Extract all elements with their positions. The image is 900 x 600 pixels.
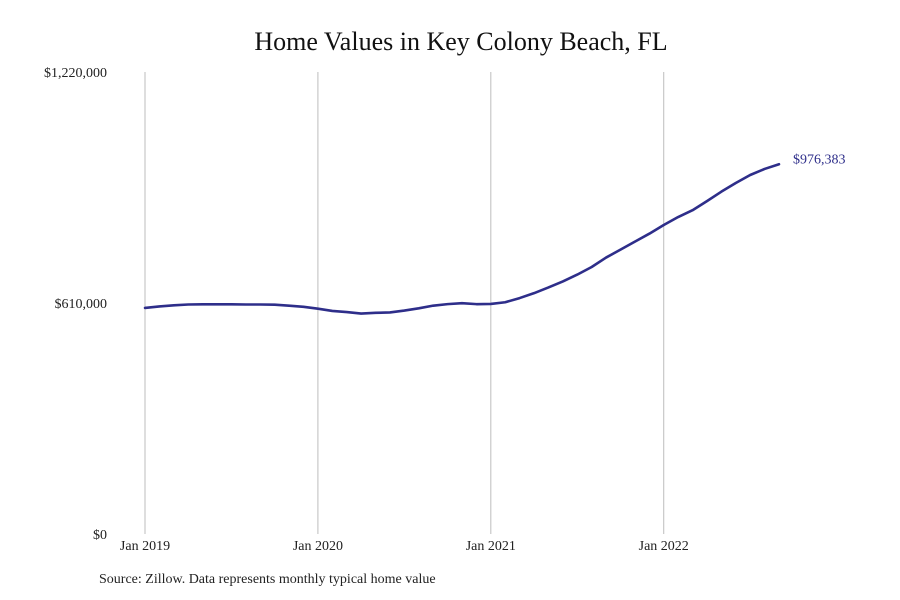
- y-axis-ticks: $0 $610,000 $1,220,000: [44, 66, 107, 543]
- end-value-label: $976,383: [793, 152, 846, 167]
- x-tick-label: Jan 2021: [466, 539, 516, 554]
- y-tick-label: $1,220,000: [44, 66, 107, 81]
- data-labels: $976,383: [793, 152, 846, 167]
- source-note: Source: Zillow. Data represents monthly …: [99, 572, 436, 587]
- series-line: [143, 162, 781, 315]
- x-tick-label: Jan 2019: [120, 539, 170, 554]
- chart-title: Home Values in Key Colony Beach, FL: [254, 27, 668, 56]
- x-axis-ticks: Jan 2019 Jan 2020 Jan 2021 Jan 2022: [120, 539, 689, 554]
- grid-lines: [144, 72, 665, 534]
- x-tick-label: Jan 2022: [639, 539, 689, 554]
- series-layer: [143, 162, 781, 315]
- y-tick-label: $0: [93, 528, 107, 543]
- y-tick-label: $610,000: [55, 297, 108, 312]
- x-tick-label: Jan 2020: [293, 539, 343, 554]
